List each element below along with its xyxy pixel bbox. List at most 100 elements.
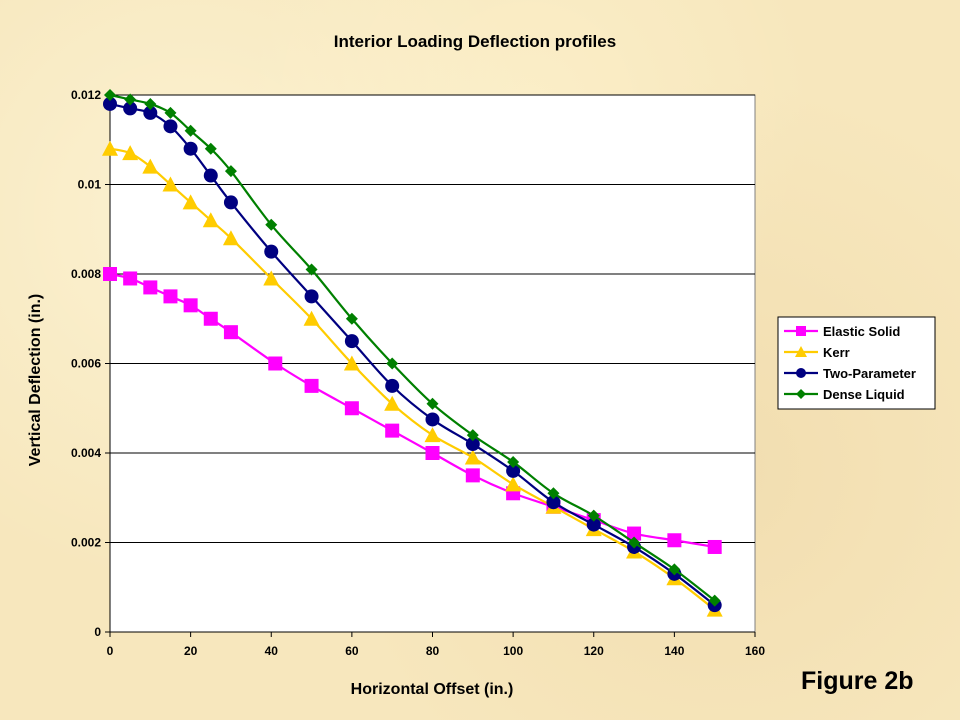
data-point (123, 101, 138, 116)
data-point (506, 463, 521, 478)
data-point (304, 289, 319, 304)
axes (105, 94, 756, 637)
data-point (223, 325, 238, 340)
data-point (507, 455, 520, 468)
data-point (104, 89, 116, 101)
data-point (124, 93, 137, 106)
data-point (163, 289, 178, 304)
data-point (224, 165, 237, 178)
data-point (304, 378, 319, 393)
data-point (265, 218, 278, 231)
data-point (204, 142, 217, 155)
data-point (505, 476, 522, 492)
data-point (183, 141, 198, 156)
x-axis-label: Horizontal Offset (in.) (351, 681, 514, 698)
data-point (707, 539, 722, 554)
data-point (142, 158, 159, 174)
data-point (203, 168, 218, 183)
data-point (263, 270, 280, 286)
data-point (343, 355, 360, 371)
data-point (424, 427, 441, 443)
legend: Elastic Solid Kerr Two-Parameter Dense Liqu… (777, 316, 936, 410)
data-point (143, 280, 158, 295)
data-point (163, 119, 178, 134)
x-tick-label: 120 (584, 644, 604, 658)
y-tick-label: 0.002 (71, 536, 101, 550)
data-point (143, 105, 158, 120)
data-point (628, 536, 641, 549)
series-lines (102, 89, 723, 617)
x-tick-label: 140 (664, 644, 684, 658)
series-dense-liquid (104, 89, 721, 607)
data-point (144, 97, 157, 110)
data-point (385, 378, 400, 393)
y-axis-label: Vertical Deflection (in.) (27, 294, 44, 466)
data-point (547, 487, 560, 500)
data-point (222, 230, 239, 246)
x-tick-labels: 0 20 40 60 80 100 120 140 160 (107, 644, 766, 658)
data-point (103, 96, 117, 111)
data-point (184, 124, 197, 137)
legend-entry: Dense Liquid (823, 387, 905, 402)
data-point (345, 312, 358, 325)
y-tick-label: 0.008 (71, 267, 101, 281)
series-elastic-solid (103, 267, 722, 554)
legend-marker (796, 326, 806, 336)
legend-entry: Elastic Solid (823, 324, 900, 339)
x-tick-label: 0 (107, 644, 114, 658)
y-tick-labels: 0 0.002 0.004 0.006 0.008 0.01 0.012 (71, 88, 101, 639)
data-point (344, 401, 359, 416)
data-point (426, 397, 439, 410)
data-point (103, 267, 117, 281)
legend-marker (796, 368, 806, 378)
data-point (425, 446, 440, 460)
x-tick-label: 160 (745, 644, 765, 658)
data-point (162, 176, 179, 192)
y-tick-label: 0.012 (71, 88, 101, 102)
legend-entry: Two-Parameter (823, 366, 916, 381)
y-tick-label: 0 (94, 625, 101, 639)
data-point (305, 263, 318, 276)
data-point (264, 244, 279, 259)
data-point (122, 145, 139, 161)
data-point (384, 395, 401, 411)
data-point (464, 449, 481, 465)
data-point (627, 526, 642, 541)
x-tick-label: 20 (184, 644, 198, 658)
data-point (668, 563, 681, 576)
data-point (466, 429, 479, 442)
data-point (587, 509, 600, 522)
data-point (268, 356, 283, 371)
y-tick-label: 0.01 (78, 178, 102, 192)
data-point (223, 195, 238, 210)
data-point (546, 495, 561, 510)
data-point (385, 423, 400, 438)
x-tick-label: 100 (503, 644, 523, 658)
data-point (386, 357, 399, 370)
data-point (202, 212, 219, 228)
y-tick-label: 0.004 (71, 446, 101, 460)
legend-marker (795, 346, 807, 357)
data-point (708, 594, 721, 607)
data-point (164, 106, 177, 119)
data-point (425, 412, 440, 427)
x-tick-label: 40 (265, 644, 279, 658)
data-point (344, 334, 359, 349)
data-point (465, 437, 480, 452)
data-point (303, 310, 320, 326)
data-point (102, 140, 118, 156)
data-point (182, 194, 199, 210)
data-point (203, 311, 218, 326)
data-point (465, 468, 480, 483)
figure-label: Figure 2b (801, 667, 914, 695)
data-point (123, 271, 138, 286)
data-point (667, 533, 682, 548)
x-tick-label: 80 (426, 644, 440, 658)
chart-title: Interior Loading Deflection profiles (334, 32, 616, 51)
data-point (586, 517, 601, 532)
data-point (183, 298, 198, 313)
y-tick-label: 0.006 (71, 357, 101, 371)
legend-entry: Kerr (823, 345, 850, 360)
legend-marker (796, 389, 806, 399)
